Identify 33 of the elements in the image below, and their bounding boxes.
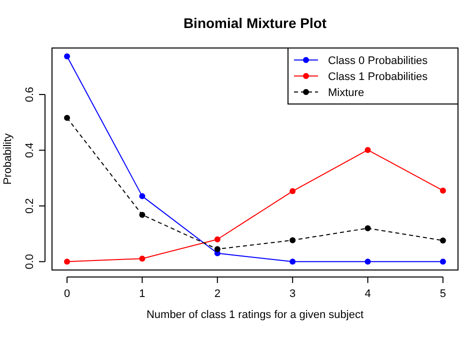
legend-label: Mixture [328, 86, 364, 99]
y-tick-label: 0.4 [24, 142, 36, 158]
x-tick-label: 1 [139, 288, 146, 300]
point [364, 146, 371, 153]
chart-title: Binomial Mixture Plot [183, 15, 327, 31]
point [139, 256, 146, 262]
point [440, 258, 446, 265]
point [64, 258, 70, 265]
point [139, 212, 146, 218]
point [440, 188, 446, 194]
point [440, 237, 446, 244]
point [290, 258, 296, 265]
point [64, 53, 70, 60]
point [290, 237, 296, 244]
y-tick-label: 0.0 [24, 254, 36, 270]
y-tick-label: 0.6 [24, 86, 36, 102]
x-axis-title: Number of class 1 ratings for a given subject [146, 309, 364, 321]
point [364, 225, 371, 232]
point [139, 193, 146, 200]
legend-label: Class 0 Probabilities [328, 54, 428, 67]
x-tick-label: 3 [290, 288, 296, 300]
legend-label: Class 1 Probabilities [328, 70, 428, 83]
y-axis-title: Probability [2, 132, 14, 185]
x-tick-label: 2 [214, 288, 220, 300]
y-tick-label: 0.2 [24, 198, 36, 214]
point [64, 114, 70, 121]
x-tick-label: 4 [364, 288, 371, 300]
x-tick-label: 5 [440, 288, 446, 300]
x-tick-label: 0 [64, 288, 70, 300]
point [214, 236, 220, 242]
point [364, 258, 371, 265]
point [214, 246, 220, 252]
point [290, 188, 296, 194]
